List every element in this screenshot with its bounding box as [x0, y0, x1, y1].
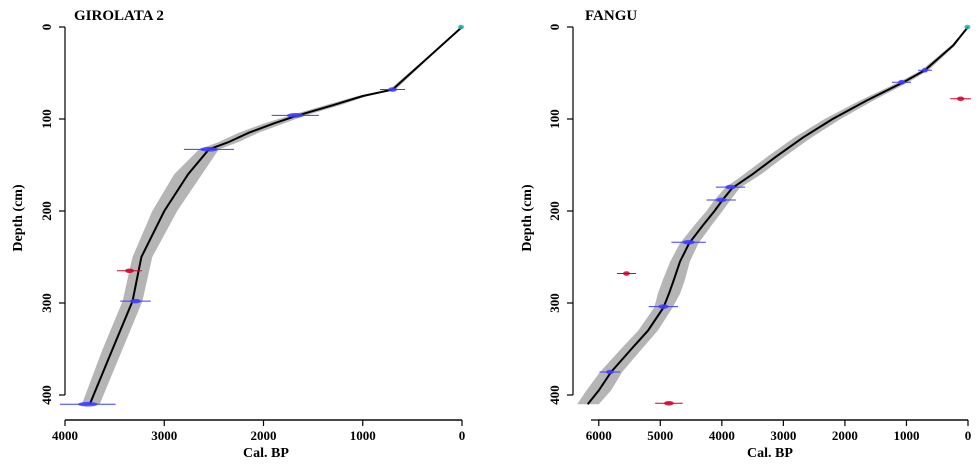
date-point — [921, 67, 928, 73]
x-tick-label: 6000 — [586, 428, 612, 443]
y-tick-label: 0 — [39, 24, 54, 31]
x-tick-label: 2000 — [251, 428, 277, 443]
date-point — [623, 271, 630, 276]
date-point — [77, 401, 98, 407]
x-tick-label: 2000 — [832, 428, 858, 443]
x-tick-label: 1000 — [893, 428, 919, 443]
y-tick-label: 400 — [547, 385, 562, 405]
x-tick-label: 4000 — [709, 428, 735, 443]
y-tick-label: 200 — [547, 201, 562, 221]
panel-title: FANGU — [585, 8, 637, 24]
date-point — [682, 239, 695, 245]
y-tick-label: 200 — [39, 201, 54, 221]
date-point — [130, 298, 141, 304]
uncertainty-envelope — [577, 27, 968, 405]
x-tick-label: 3000 — [151, 428, 177, 443]
y-axis-title: Depth (cm) — [520, 184, 535, 252]
y-tick-label: 400 — [39, 385, 54, 405]
y-tick-label: 300 — [547, 293, 562, 313]
x-tick-label: 4000 — [52, 428, 78, 443]
x-axis-title: Cal. BP — [243, 446, 289, 461]
date-point — [716, 197, 727, 203]
panel-title: GIROLATA 2 — [74, 8, 164, 24]
y-tick-label: 100 — [547, 109, 562, 129]
age-depth-line — [88, 26, 463, 405]
fangu-panel: FANGU Cal. BP Depth (cm) 6000 5000 4000 300… — [520, 8, 971, 461]
date-point — [658, 304, 669, 309]
uncertainty-envelope — [81, 27, 463, 405]
x-tick-label: 0 — [965, 428, 972, 443]
date-point — [964, 24, 971, 30]
girolata-2-panel: GIROLATA 2 Cal. BP Depth (cm) 4000 3000 20… — [11, 8, 465, 461]
y-tick-label: 300 — [39, 293, 54, 313]
x-tick-label: 3000 — [770, 428, 796, 443]
date-point — [898, 79, 905, 85]
date-point — [286, 113, 304, 118]
y-axis-title: Depth (cm) — [11, 184, 26, 252]
x-axis-title: Cal. BP — [747, 446, 793, 461]
date-point — [725, 184, 736, 190]
date-point — [199, 147, 218, 152]
date-point — [388, 87, 397, 92]
date-point — [125, 268, 134, 274]
y-tick-label: 0 — [547, 24, 562, 31]
date-point — [664, 400, 674, 406]
date-point — [458, 24, 465, 30]
x-tick-label: 0 — [459, 428, 466, 443]
date-point — [606, 369, 614, 375]
age-depth-line — [586, 26, 969, 405]
date-point — [956, 96, 965, 102]
x-tick-label: 1000 — [350, 428, 376, 443]
x-tick-label: 5000 — [647, 428, 673, 443]
y-tick-label: 100 — [39, 109, 54, 129]
